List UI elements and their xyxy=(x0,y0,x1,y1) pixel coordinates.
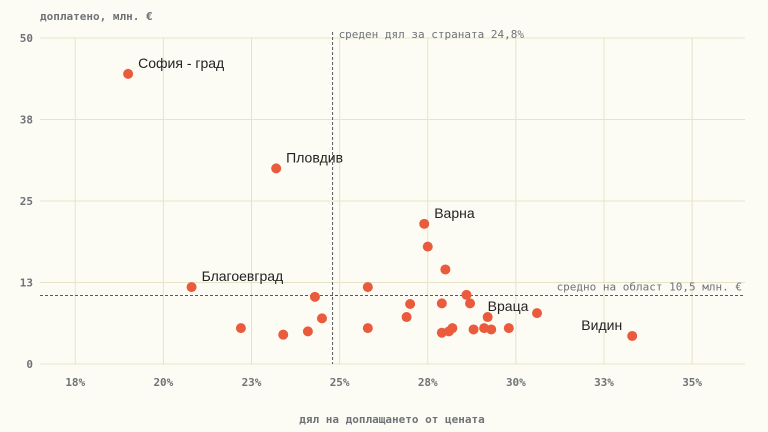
data-point xyxy=(465,298,476,309)
data-point xyxy=(309,291,320,302)
national-average-share-label: среден дял за страната 24,8% xyxy=(339,28,525,41)
data-point xyxy=(278,329,289,340)
x-tick-label: 30% xyxy=(506,376,526,389)
data-point xyxy=(271,163,282,174)
y-tick-label: 38 xyxy=(20,114,33,127)
data-point xyxy=(422,241,433,252)
point-label: Благоевград xyxy=(202,268,284,284)
y-tick-label: 0 xyxy=(26,358,33,371)
data-point xyxy=(436,298,447,309)
x-tick-label: 25% xyxy=(330,376,350,389)
data-point xyxy=(503,323,514,334)
point-label: София - град xyxy=(138,55,224,71)
data-point xyxy=(123,68,134,79)
data-point xyxy=(235,323,246,334)
x-tick-label: 18% xyxy=(65,376,85,389)
data-point xyxy=(532,308,543,319)
data-point xyxy=(461,289,472,300)
point-label: Пловдив xyxy=(286,149,343,165)
grid xyxy=(40,37,745,365)
x-tick-label: 23% xyxy=(242,376,262,389)
x-tick-label: 28% xyxy=(418,376,438,389)
regional-average-label: средно на област 10,5 млн. € xyxy=(557,281,742,294)
data-point xyxy=(186,282,197,293)
point-label: Видин xyxy=(581,317,622,333)
x-axis-title: дял на доплащането от цената xyxy=(299,413,484,426)
y-tick-label: 50 xyxy=(20,32,33,45)
x-tick-label: 35% xyxy=(682,376,702,389)
y-axis-title: доплатено, млн. € xyxy=(40,10,153,23)
data-point xyxy=(302,326,313,337)
reference-lines: среден дял за страната 24,8% средно на об… xyxy=(40,28,745,364)
data-point xyxy=(627,330,638,341)
point-label: Враца xyxy=(488,298,529,314)
data-points xyxy=(123,68,638,341)
data-point xyxy=(486,324,497,335)
data-point xyxy=(401,312,412,323)
data-point xyxy=(362,282,373,293)
data-point xyxy=(440,264,451,275)
data-point xyxy=(317,313,327,324)
data-point xyxy=(419,218,430,229)
y-tick-label: 25 xyxy=(20,195,33,208)
point-labels: София - град Пловдив Варна Благоевград Враца… xyxy=(138,55,622,333)
data-point xyxy=(405,299,416,310)
y-tick-label: 13 xyxy=(20,277,33,290)
point-label: Варна xyxy=(434,205,475,221)
data-point xyxy=(362,323,373,334)
x-tick-label: 20% xyxy=(153,376,173,389)
tick-labels: 0 13 25 38 50 18% 20% 23% 25% 28% 30% 33% 35% xyxy=(20,32,703,389)
data-point xyxy=(482,312,493,323)
x-tick-label: 33% xyxy=(594,376,614,389)
data-point xyxy=(468,324,479,335)
data-point xyxy=(447,323,458,334)
